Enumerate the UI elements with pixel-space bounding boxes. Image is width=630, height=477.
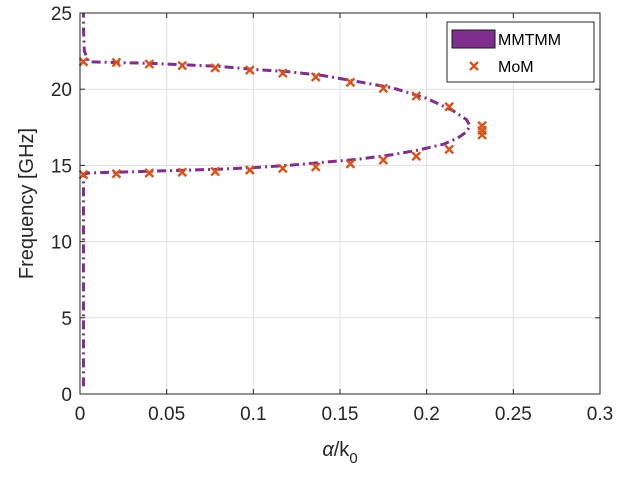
axis-ticks: 0 0.05 0.1 0.15 0.2 0.25 0.3 0 5 10 15 20 25 xyxy=(51,4,613,425)
series-layer xyxy=(78,13,487,387)
x-tick-label: 0.3 xyxy=(587,404,613,425)
legend-label-mom: MoM xyxy=(498,59,534,76)
data-point-mom xyxy=(310,72,321,82)
data-point-mom xyxy=(277,163,288,174)
data-point-mom xyxy=(444,144,455,155)
y-tick-label: 5 xyxy=(61,309,72,330)
legend-marker-x xyxy=(469,61,479,71)
y-tick-label: 25 xyxy=(51,4,72,25)
y-axis-label: Frequency [GHz] xyxy=(16,128,38,279)
data-point-mom xyxy=(177,60,188,71)
data-point-mom xyxy=(245,165,255,175)
data-point-mom xyxy=(277,68,288,79)
x-tick-label: 0.15 xyxy=(322,404,359,425)
legend-label-mmtmm: MMTMM xyxy=(498,32,561,49)
y-tick-label: 0 xyxy=(61,385,72,406)
x-tick-label: 0 xyxy=(75,404,86,425)
data-point-mom xyxy=(411,151,422,162)
data-point-mom xyxy=(111,57,122,68)
data-point-mom xyxy=(345,159,356,169)
x-tick-label: 0.05 xyxy=(148,404,185,425)
data-point-mom xyxy=(144,168,155,178)
data-point-mom xyxy=(111,168,122,179)
data-point-mom xyxy=(444,101,455,112)
x-tick-label: 0.25 xyxy=(495,404,532,425)
legend-swatch-mmtmm xyxy=(451,29,496,49)
x-tick-label: 0.1 xyxy=(240,404,266,425)
data-point-mom xyxy=(310,162,321,172)
y-tick-label: 10 xyxy=(51,233,72,254)
data-point-mom xyxy=(177,167,188,178)
data-point-mom xyxy=(245,65,255,75)
y-tick-label: 15 xyxy=(51,156,72,177)
legend-marker-mom xyxy=(469,61,479,71)
x-axis-label: α/k0 xyxy=(322,439,357,467)
data-point-mom xyxy=(210,166,221,177)
data-point-mom xyxy=(210,63,221,73)
data-point-mom xyxy=(378,155,389,165)
data-point-mom xyxy=(78,169,89,180)
data-point-mom xyxy=(78,56,89,67)
data-point-mom xyxy=(144,59,155,69)
data-point-mom xyxy=(477,130,487,140)
x-tick-label: 0.2 xyxy=(413,404,439,425)
data-point-mom xyxy=(378,83,389,94)
legend: MMTMM MoM xyxy=(446,21,595,83)
data-point-mom xyxy=(345,77,356,88)
y-tick-label: 20 xyxy=(51,80,72,101)
data-point-mom xyxy=(411,91,422,101)
